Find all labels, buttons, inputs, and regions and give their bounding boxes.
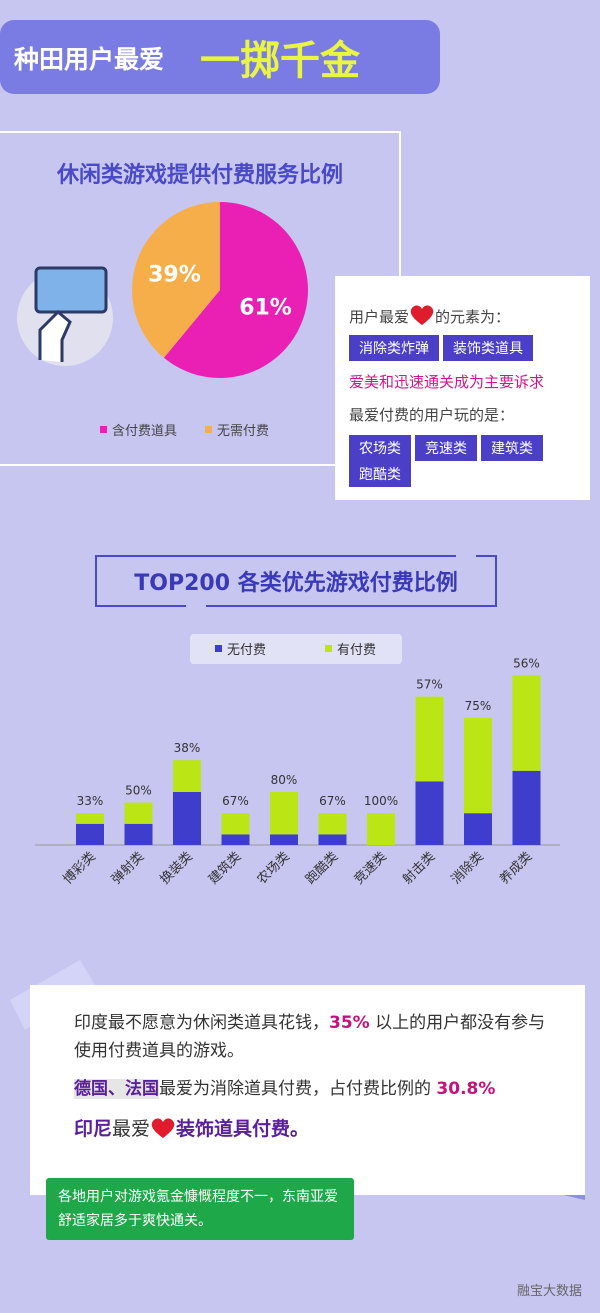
bar-segment — [318, 834, 347, 845]
tag: 竞速类 — [415, 435, 477, 461]
bar-segment — [76, 823, 104, 845]
line: 用户最爱 的元素为： — [349, 304, 590, 327]
watermark: 融宝大数据 — [516, 1284, 582, 1299]
bar-segment — [270, 834, 298, 845]
bar-label: 33% — [77, 794, 104, 808]
bar-segment — [173, 760, 201, 792]
bar-label: 100% — [364, 794, 398, 808]
text: 的元素为： — [435, 308, 511, 326]
legend-label: 含付费道具 — [112, 423, 177, 439]
bar-label: 80% — [271, 773, 298, 787]
pie-slice — [163, 202, 308, 378]
x-tick-label: 跑酷类 — [303, 849, 341, 887]
heart — [151, 1118, 175, 1138]
legend-label: 无付费 — [227, 643, 266, 658]
bar-segment — [221, 834, 250, 845]
summary-box: 印度最不愿意为休闲类道具花钱，35% 以上的用户都没有参与使用付费道具的游戏。 … — [30, 985, 585, 1195]
bar-label: 67% — [222, 794, 249, 808]
bar-segment — [415, 781, 444, 845]
x-tick-label: 射击类 — [399, 849, 438, 888]
x-tick-label: 竞速类 — [351, 849, 390, 888]
text: 最爱为消除道具付费，占付费比例的 — [159, 1079, 437, 1099]
x-tick-label: 养成类 — [496, 849, 535, 888]
x-tick-label: 换装类 — [158, 849, 196, 887]
bar-segment — [173, 792, 201, 845]
bar-segment — [464, 717, 492, 814]
bar-label: 38% — [174, 741, 201, 755]
legend-bg — [190, 634, 402, 664]
legend-swatch — [205, 426, 212, 433]
tag: 装饰类道具 — [443, 335, 533, 361]
title-b: 一掷千金 — [200, 38, 361, 84]
bar-segment — [512, 675, 541, 771]
bar-segment — [124, 823, 153, 845]
text: 35% — [329, 1013, 370, 1033]
bar-label: 50% — [125, 784, 152, 798]
legend-swatch — [325, 645, 332, 652]
paragraph: 印度最不愿意为休闲类道具花钱，35% 以上的用户都没有参与使用付费道具的游戏。 — [74, 1009, 555, 1065]
tag: 农场类 — [349, 435, 411, 461]
legend-label: 无需付费 — [217, 424, 269, 439]
text: 用户最爱 — [349, 308, 410, 326]
text: 印度最不愿意为休闲类道具花钱， — [74, 1013, 329, 1033]
tag: 建筑类 — [481, 435, 543, 461]
legend-swatch — [100, 426, 107, 433]
legend-swatch — [215, 645, 222, 652]
tag: 跑酷类 — [349, 461, 411, 487]
highlight: 爱美和迅速通关成为主要诉求 — [349, 373, 545, 391]
tags: 消除类炸弹 装饰类道具 — [349, 335, 590, 361]
paragraph: 印尼最爱 装饰道具付费。 — [74, 1115, 555, 1143]
pie-label: 61% — [239, 295, 292, 320]
tags: 农场类 竞速类 建筑类跑酷类 — [349, 435, 590, 487]
bar-title-frame — [95, 555, 497, 607]
text: 装饰道具付费。 — [176, 1118, 310, 1140]
bar-title: TOP200 各类优先游戏付费比例 — [134, 570, 457, 596]
bar-segment — [124, 802, 153, 824]
bar-segment — [464, 813, 492, 845]
bar-segment — [318, 813, 347, 835]
hand-icon — [38, 309, 72, 362]
pie-slice — [131, 202, 220, 358]
legend-label: 有付费 — [337, 643, 376, 658]
text: 印尼 — [74, 1118, 113, 1140]
pie-label: 39% — [148, 263, 201, 288]
heart — [410, 305, 434, 325]
text: 以上的用户都没有参与使用付费道具的游戏。 — [74, 1013, 546, 1061]
note: 各地用户对游戏氪金慷慨程度不一，东南亚爱舒适家居多于爽快通关。 — [46, 1178, 354, 1240]
text: 30.8% — [436, 1079, 496, 1099]
bar-label: 75% — [465, 699, 492, 713]
bar-segment — [76, 813, 104, 824]
bar-label: 56% — [513, 656, 540, 670]
x-tick-label: 农场类 — [255, 849, 293, 887]
title-a: 种田用户最爱 — [14, 45, 164, 74]
text: 最爱 — [112, 1118, 151, 1140]
title-banner — [0, 20, 440, 94]
x-tick-label: 博彩类 — [61, 849, 99, 887]
bar-segment — [270, 792, 298, 835]
tag: 消除类炸弹 — [349, 335, 439, 361]
text: 德国、法国 — [74, 1079, 159, 1099]
bar-segment — [415, 696, 444, 782]
bar-segment — [512, 770, 541, 845]
pie-title: 休闲类游戏提供付费服务比例 — [56, 162, 343, 188]
paragraph: 德国、法国最爱为消除道具付费，占付费比例的 30.8% — [74, 1075, 555, 1103]
x-tick-label: 弹射类 — [108, 849, 147, 888]
x-tick-label: 建筑类 — [205, 849, 244, 888]
text: 最爱付费的用户玩的是： — [349, 406, 515, 424]
bar-segment — [367, 813, 395, 845]
elements-box: 用户最爱 的元素为： 消除类炸弹 装饰类道具 爱美和迅速通关成为主要诉求 最爱付费的… — [335, 276, 590, 500]
bar-label: 67% — [319, 794, 346, 808]
bar-segment — [221, 813, 250, 835]
x-tick-label: 消除类 — [449, 849, 487, 887]
bar-label: 57% — [416, 678, 443, 692]
card-icon — [34, 266, 108, 314]
